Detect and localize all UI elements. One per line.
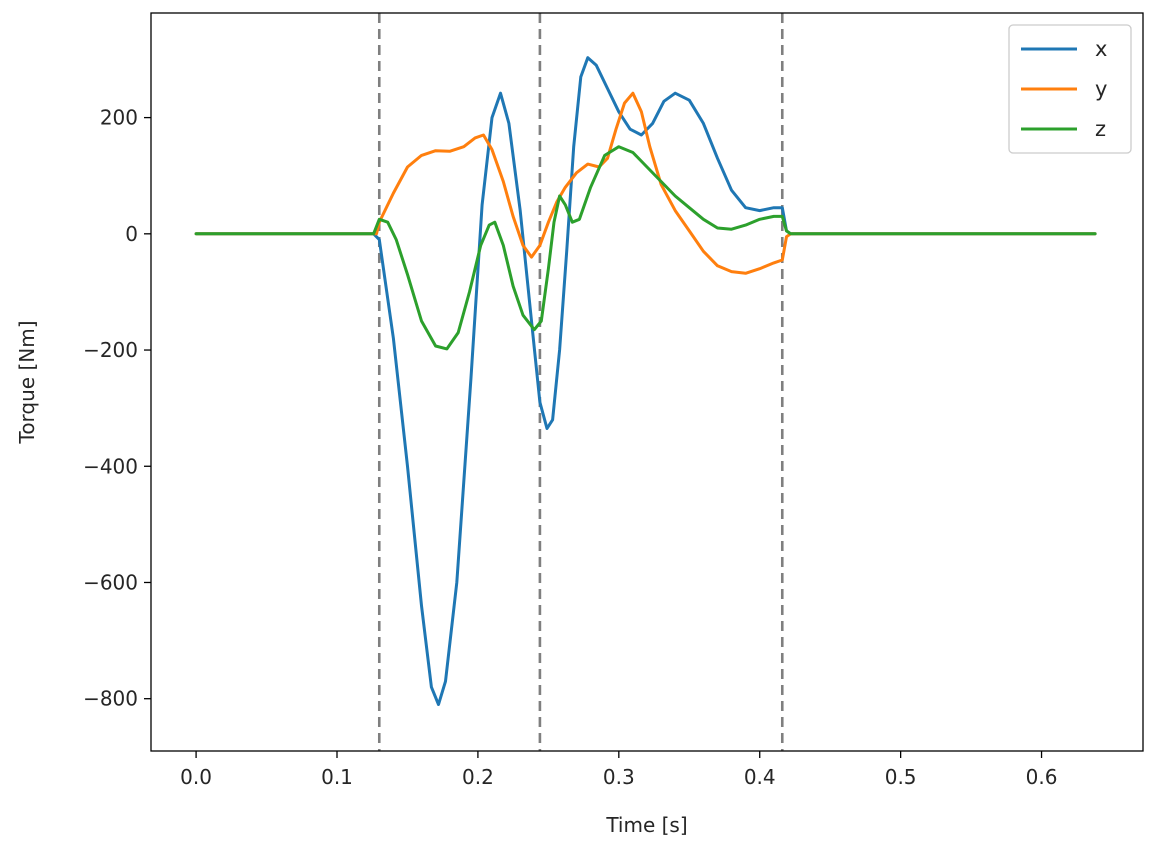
- plot-frame: [150, 12, 1144, 752]
- legend-label-x: x: [1095, 37, 1107, 61]
- x-tick-label: 0.2: [462, 765, 494, 789]
- legend: xyz: [1008, 24, 1132, 154]
- x-tick-label: 0.1: [321, 765, 353, 789]
- x-tick-label: 0.0: [180, 765, 212, 789]
- x-tick-label: 0.3: [603, 765, 635, 789]
- series-lines: [194, 56, 1097, 706]
- series-line-z: [194, 145, 1097, 351]
- x-axis-label: Time [s]: [605, 813, 687, 837]
- y-tick-label: −800: [83, 687, 138, 711]
- x-tick-label: 0.6: [1026, 765, 1058, 789]
- y-tick-label: 0: [125, 222, 138, 246]
- y-tick-label: 200: [100, 106, 138, 130]
- y-tick-label: −400: [83, 454, 138, 478]
- x-tick-label: 0.4: [744, 765, 776, 789]
- event-markers: [377, 13, 784, 751]
- x-axis-ticks: 0.0 0.1 0.2 0.3 0.4 0.5 0.6: [180, 751, 1057, 789]
- y-axis-ticks: −800 −600 −400 −200 0 200: [83, 106, 151, 711]
- y-tick-label: −600: [83, 570, 138, 594]
- legend-label-z: z: [1095, 117, 1106, 141]
- y-tick-label: −200: [83, 338, 138, 362]
- series-line-x: [194, 56, 1097, 706]
- x-tick-label: 0.5: [885, 765, 917, 789]
- series-line-y: [194, 91, 1097, 275]
- y-axis-label: Torque [Nm]: [15, 320, 39, 444]
- legend-label-y: y: [1095, 77, 1107, 101]
